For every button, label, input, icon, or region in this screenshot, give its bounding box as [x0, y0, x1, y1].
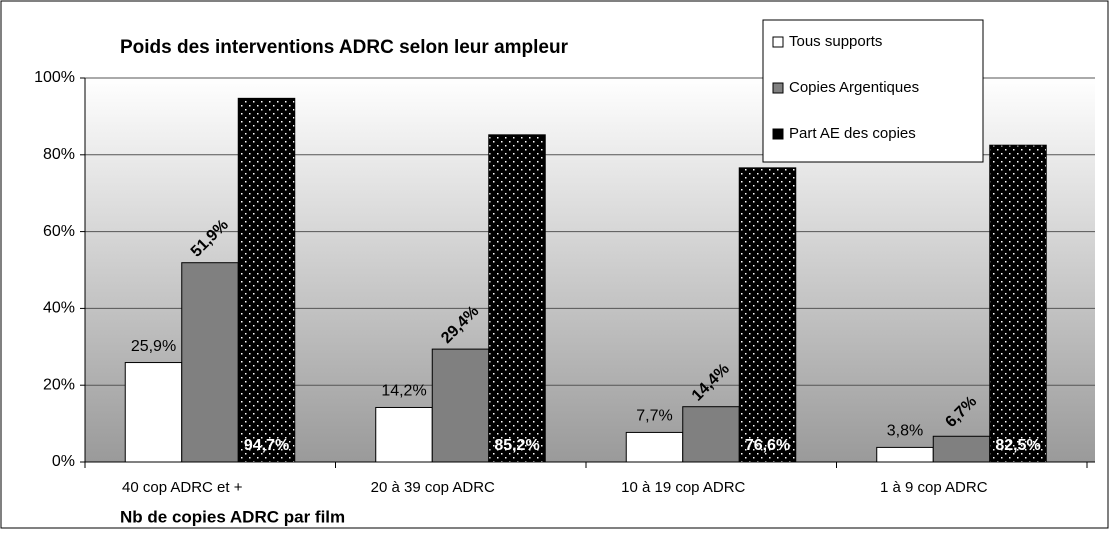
bar [625, 431, 684, 463]
legend-label: Tous supports [789, 33, 882, 50]
legend-label: Part AE des copies [789, 125, 916, 142]
x-tick-label: 40 cop ADRC et + [122, 479, 243, 496]
data-label: 7,7% [636, 408, 672, 425]
bar [738, 167, 797, 463]
bar [932, 435, 991, 463]
y-tick-label: 0% [52, 453, 75, 470]
y-tick-label: 40% [43, 300, 75, 317]
bar [124, 362, 183, 463]
data-label: 25,9% [131, 338, 176, 355]
legend-swatch [772, 82, 784, 94]
data-label: 3,8% [887, 423, 923, 440]
bar [375, 406, 433, 463]
legend-label: Copies Argentiques [789, 79, 919, 96]
legend-swatch [772, 128, 784, 140]
bar [431, 348, 490, 463]
bar [876, 446, 934, 463]
x-tick-label: 1 à 9 cop ADRC [880, 479, 988, 496]
y-tick-label: 100% [34, 69, 75, 86]
bar [237, 97, 296, 463]
data-label: 82,5% [995, 437, 1040, 454]
data-label: 76,6% [745, 437, 790, 454]
legend-box [762, 19, 984, 163]
bar [989, 144, 1047, 463]
y-tick-label: 20% [43, 376, 75, 393]
y-tick-label: 80% [43, 146, 75, 163]
data-label: 14,2% [381, 383, 426, 400]
y-tick-label: 60% [43, 223, 75, 240]
x-axis-title: Nb de copies ADRC par film [120, 507, 345, 526]
x-tick-label: 20 à 39 cop ADRC [371, 479, 495, 496]
bar [682, 406, 740, 463]
legend-swatch [772, 36, 784, 48]
bar [181, 262, 239, 463]
data-label: 94,7% [244, 437, 289, 454]
x-tick-label: 10 à 19 cop ADRC [621, 479, 745, 496]
legend: Tous supports Copies Argentiques Part AE d… [762, 19, 984, 163]
chart-title: Poids des interventions ADRC selon leur … [120, 37, 569, 58]
bar [488, 134, 546, 463]
data-label: 85,2% [494, 437, 539, 454]
